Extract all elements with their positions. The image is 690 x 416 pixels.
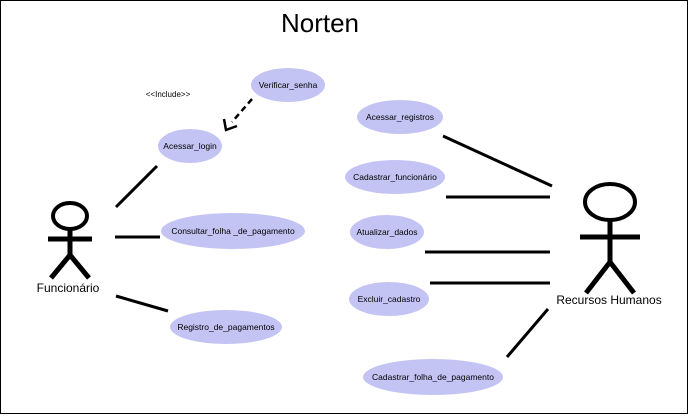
use-case-consultar-folha: Consultar_folha _de_pagamento [161, 213, 305, 249]
use-case-label: Consultar_folha _de_pagamento [171, 226, 295, 236]
association-funcionario-registro-pagamentos [115, 294, 169, 313]
use-case-label: Cadastrar_folha_de_pagamento [372, 372, 494, 382]
use-case-label: Verificar_senha [259, 80, 318, 90]
use-case-acessar-registros: Acessar_registros [357, 100, 443, 134]
use-case-label: Cadastrar_funcionário [353, 172, 437, 182]
use-case-acessar-login: Acessar_login [158, 129, 222, 163]
use-case-verificar-senha: Verificar_senha [251, 68, 325, 102]
actor-recursos-humanos: Recursos Humanos [556, 182, 662, 307]
use-case-label: Acessar_login [163, 141, 217, 151]
include-stereotype-label: <<Include>> [146, 90, 191, 99]
use-case-cadastrar-funcionario: Cadastrar_funcionário [345, 160, 445, 194]
include-dependency-line [231, 98, 253, 123]
use-case-label: Atualizar_dados [357, 227, 418, 237]
association-rh-acessar-registros [442, 134, 553, 188]
association-rh-cadastrar-folha [505, 308, 550, 358]
include-arrowhead-icon [222, 118, 238, 132]
actor-label: Recursos Humanos [556, 293, 661, 307]
use-case-label: Registro_de_pagamentos [177, 322, 274, 332]
use-case-registro-pagamentos: Registro_de_pagamentos [170, 310, 282, 344]
use-case-atualizar-dados: Atualizar_dados [350, 215, 424, 249]
use-case-label: Acessar_registros [366, 112, 434, 122]
association-funcionario-acessar-login [114, 164, 159, 209]
stick-figure-icon [48, 201, 92, 280]
diagram-title: Norten [281, 8, 359, 38]
use-case-cadastrar-folha: Cadastrar_folha_de_pagamento [363, 359, 503, 395]
stick-figure-icon [580, 182, 640, 295]
actor-funcionario: Funcionário [37, 201, 100, 295]
actor-label: Funcionário [37, 281, 100, 295]
use-case-excluir-cadastro: Excluir_cadastro [349, 282, 429, 316]
use-case-label: Excluir_cadastro [358, 294, 421, 304]
